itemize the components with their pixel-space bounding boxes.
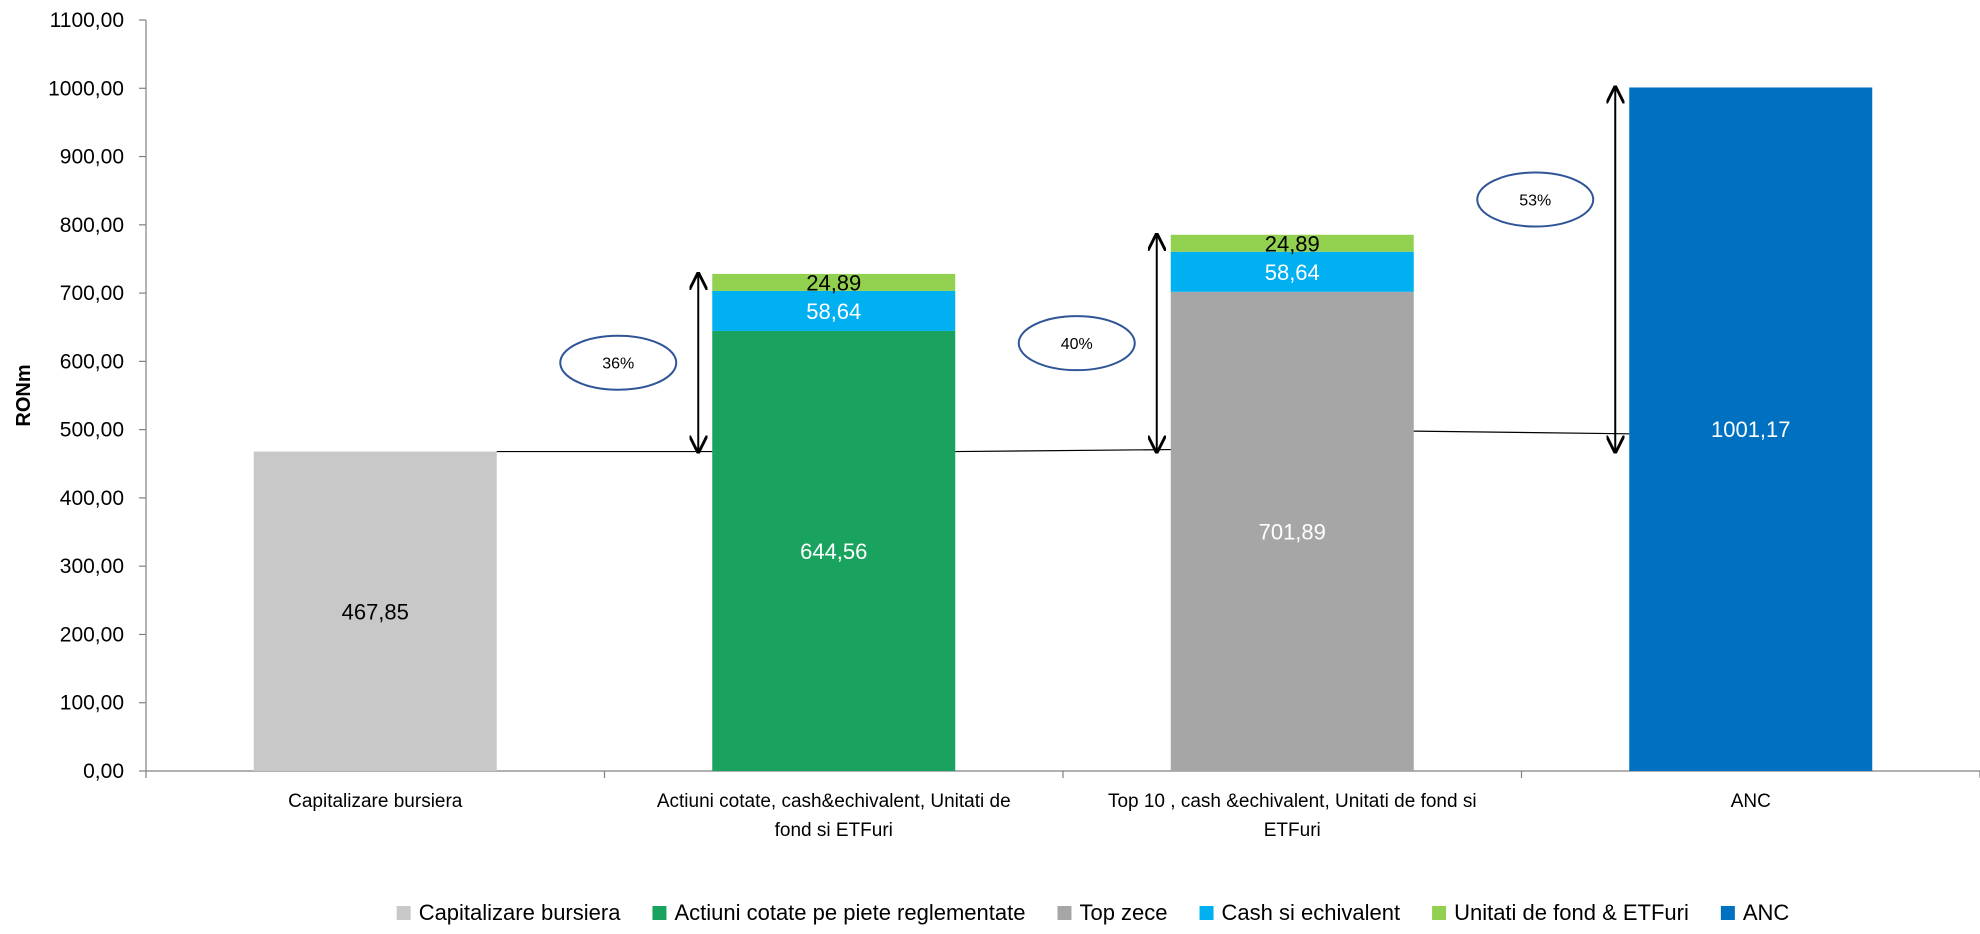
legend-label: Unitati de fond & ETFuri [1454,900,1689,925]
legend: Capitalizare bursiera Actiuni cotate pe p… [396,900,1790,925]
connector-line [955,448,1171,453]
percentage-label: 36% [602,356,634,373]
bar-layer: 467,85 644,56 701,89 58,64 58,64 24,89 24,89 10… [253,87,1873,771]
bar [1170,251,1414,292]
y-tick-label: 500,00 [60,419,124,442]
y-tick-label: 100,00 [60,692,124,715]
y-axis-title: RONm [13,364,35,426]
legend-label: Actiuni cotate pe piete reglementate [674,900,1025,925]
y-tick-label: 400,00 [60,487,124,510]
y-tick-label: 600,00 [60,350,124,373]
data-label: 467,85 [342,599,409,624]
y-tick-label: 1100,00 [50,9,124,32]
legend-label: ANC [1743,900,1790,925]
x-tick-label: Actiuni cotate, cash&echivalent, Unitati… [657,791,1011,812]
percentage-label: 53% [1519,193,1551,210]
x-tick-label: ANC [1731,791,1771,812]
connector-line [1413,430,1630,435]
x-tick-label: Capitalizare bursiera [288,791,463,812]
percentage-ellipse [1476,171,1595,228]
y-tick-label: 1000,00 [48,77,124,100]
legend-swatch [1199,906,1214,920]
bar [712,290,956,331]
legend-label: Cash si echivalent [1222,900,1401,925]
legend-label: Capitalizare bursiera [419,900,622,925]
bar [1629,87,1873,771]
legend-swatch [1720,906,1735,920]
bar [712,273,956,291]
y-tick-label: 200,00 [60,623,124,646]
percentage-ellipse [559,334,678,391]
bar [712,330,956,771]
bar [1170,291,1414,771]
data-label: 24,89 [1265,231,1320,256]
y-tick-label: 900,00 [60,146,124,169]
axis-layer: 0,00 100,00 200,00 300,00 400,00 500,00 600,00… [13,9,1980,841]
legend-swatch [652,906,667,920]
legend-label: Top zece [1079,900,1167,925]
bar [1170,234,1414,252]
percentage-ellipse [1017,315,1136,372]
data-label: 58,64 [806,299,861,324]
x-tick-label: ETFuri [1264,820,1321,841]
y-tick-label: 0,00 [83,760,124,783]
legend-swatch [1432,906,1447,920]
percentage-label: 40% [1061,336,1093,353]
annotation-layer: 36% 40% 53% [496,87,1630,453]
data-label: 644,56 [800,539,867,564]
legend-swatch [396,906,411,920]
data-label: 24,89 [806,270,861,295]
y-tick-label: 700,00 [60,282,124,305]
x-tick-label: Top 10 , cash &echivalent, Unitati de fo… [1108,791,1477,812]
legend-swatch [1057,906,1072,920]
y-tick-label: 800,00 [60,214,124,237]
bar [253,451,497,771]
y-tick-label: 300,00 [60,555,124,578]
data-label: 58,64 [1265,260,1320,285]
data-label: 1001,17 [1711,417,1791,442]
x-tick-label: fond si ETFuri [775,820,893,841]
data-label: 701,89 [1259,519,1326,544]
